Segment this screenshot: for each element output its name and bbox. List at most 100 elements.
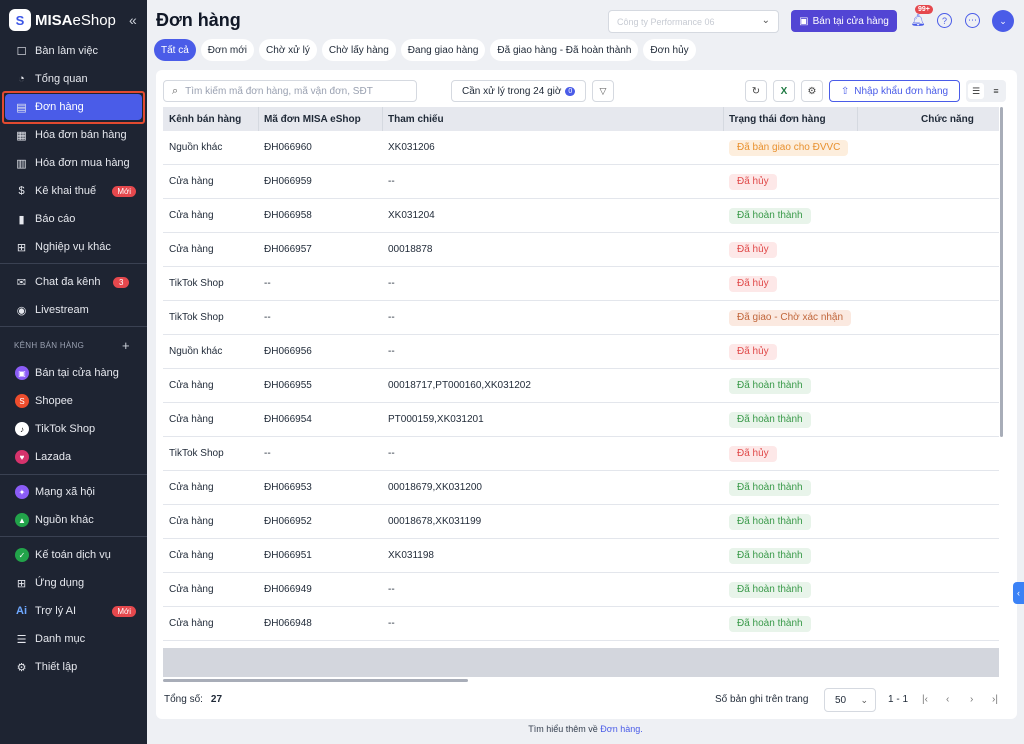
list-view-icon[interactable]: ≡ [993,86,999,96]
sidebar-item-bao-cao[interactable]: ▮ Báo cáo [5,206,142,232]
first-page-icon[interactable]: |‹ [922,694,928,705]
status-badge: Đã hoàn thành [729,513,811,530]
sidebar-item-don-hang[interactable]: ▤ Đơn hàng [5,94,142,120]
sidebar-item-ban-tai-cua-hang[interactable]: ▣ Bán tại cửa hàng [5,360,142,386]
row-ref: 00018878 [388,244,433,255]
row-code: ĐH066959 [264,176,312,187]
sidebar-item-danh-muc[interactable]: ☰ Danh mục [16,633,86,646]
header-ref[interactable]: Tham chiếu [388,113,444,125]
company-name: Công ty Performance 06 [617,16,715,27]
sidebar-item-nghiep-vu-khac[interactable]: ⊞ Nghiệp vụ khác [16,241,111,254]
sidebar-item-hoa-don-ban-hang[interactable]: ▦ Hóa đơn bán hàng [16,129,127,142]
sidebar-item-ke-khai-thue[interactable]: $ Kê khai thuế Mới [5,178,142,204]
table-row[interactable]: Cửa hàng ĐH066957 00018878 Đã hủy [163,233,999,267]
tab-da-giao-hang[interactable]: Đã giao hàng - Đã hoàn thành [490,39,639,61]
last-page-icon[interactable]: ›| [992,694,998,705]
header-code[interactable]: Mã đơn MISA eShop [264,113,361,125]
table-row[interactable]: Cửa hàng ĐH066951 XK031198 Đã hoàn thành [163,539,999,573]
vertical-scrollbar[interactable] [1000,107,1003,437]
filter-icon[interactable]: ▽ [592,80,614,102]
search-input[interactable]: ⌕ Tìm kiếm mã đơn hàng, mã vận đơn, SĐT [163,80,417,102]
table-row[interactable]: Cửa hàng ĐH066959 -- Đã hủy [163,165,999,199]
logo-mark-icon: S [9,9,31,31]
add-channel-icon[interactable]: + [122,338,130,353]
status-badge: Đã hoàn thành [729,207,811,224]
horizontal-scrollbar[interactable] [163,679,468,682]
sidebar-item-shopee[interactable]: S Shopee [5,388,142,414]
header-channel[interactable]: Kênh bán hàng [169,113,242,125]
accounting-icon: ✓ [15,548,29,562]
logo[interactable]: S MISAeShop [0,0,147,40]
table-row[interactable]: TikTok Shop -- -- Đã giao - Chờ xác nhận [163,301,999,335]
table-row[interactable]: TikTok Shop -- -- Đã hủy [163,437,999,471]
import-orders-button[interactable]: ⇧ Nhập khẩu đơn hàng [829,80,960,102]
table-row[interactable]: Cửa hàng ĐH066954 PT000159,XK031201 Đã hoàn… [163,403,999,437]
tab-dang-giao-hang[interactable]: Đang giao hàng [400,39,486,61]
help-icon[interactable]: ? [937,13,952,28]
table-row[interactable]: TikTok Shop -- -- Đã hủy [163,267,999,301]
next-page-icon[interactable]: › [970,694,974,705]
sidebar-item-lazada[interactable]: ♥ Lazada [5,444,142,470]
user-menu-chevron-icon[interactable]: ⌄ [992,10,1014,32]
per-page-select[interactable]: 50 ⌄ [824,688,876,712]
sidebar-item-chat-da-kenh[interactable]: ✉ Chat đa kênh 3 [5,269,142,295]
shopee-icon: S [15,394,29,408]
sidebar-item-nguon-khac[interactable]: ▲ Nguồn khác [5,507,142,533]
sell-at-store-button[interactable]: ▣ Bán tại cửa hàng [791,10,897,32]
sidebar-item-tong-quan[interactable]: ◔ Tổng quan [5,66,142,92]
upload-icon: ⇧ [840,85,850,97]
sidebar-divider [0,326,147,327]
prev-page-icon[interactable]: ‹ [946,694,950,705]
sidebar: S MISAeShop « ☐ Bàn làm việc ◔ Tổng quan ▤… [0,0,147,744]
tab-cho-lay-hang[interactable]: Chờ lấy hàng [321,39,396,61]
more-icon[interactable]: ⋯ [965,13,980,28]
pending-24h-button[interactable]: Cần xử lý trong 24 giờ 0 [451,80,586,102]
grid-icon: ⊞ [16,577,27,590]
tab-don-moi[interactable]: Đơn mới [200,39,255,61]
tab-cho-xu-ly[interactable]: Chờ xử lý [259,39,317,61]
row-channel: Cửa hàng [169,380,214,391]
tab-tat-ca[interactable]: Tất cả [154,39,196,61]
settings-columns-icon[interactable]: ⚙ [801,80,823,102]
table-row[interactable]: Nguồn khác ĐH066960 XK031206 Đã bàn giao ch… [163,131,999,165]
row-channel: Cửa hàng [169,516,214,527]
sidebar-item-ke-toan-dich-vu[interactable]: ✓ Kế toán dịch vụ [5,542,142,568]
table-row[interactable]: Cửa hàng ĐH066949 -- Đã hoàn thành [163,573,999,607]
table-row[interactable]: Nguồn khác ĐH066956 -- Đã hủy [163,335,999,369]
table-row[interactable]: Cửa hàng ĐH066958 XK031204 Đã hoàn thành [163,199,999,233]
column-divider [723,107,724,131]
table-row[interactable]: Cửa hàng ĐH066948 -- Đã hoàn thành [163,607,999,641]
table-row[interactable]: Cửa hàng ĐH066955 00018717,PT000160,XK0312… [163,369,999,403]
header-status[interactable]: Trạng thái đơn hàng [729,113,826,125]
bell-icon[interactable]: 🔔︎ [910,13,926,27]
row-code: ĐH066960 [264,142,312,153]
sidebar-item-livestream[interactable]: ◉ Livestream [16,304,89,317]
status-badge: Đã hoàn thành [729,615,811,632]
status-badge: Đã giao - Chờ xác nhận [729,309,852,326]
row-channel: Cửa hàng [169,414,214,425]
sidebar-item-thiet-lap[interactable]: ⚙ Thiết lập [16,661,78,674]
row-code: ĐH066949 [264,584,312,595]
sidebar-item-tro-ly-ai[interactable]: Ai Trợ lý AI Mới [5,598,142,624]
tab-don-huy[interactable]: Đơn hủy [643,39,696,61]
row-code: ĐH066948 [264,618,312,629]
store-icon: ▣ [799,15,809,27]
table-view-icon[interactable]: ☰ [968,83,984,99]
sidebar-item-ban-lam-viec[interactable]: ☐ Bàn làm việc [16,45,98,58]
table-row[interactable]: Cửa hàng ĐH066953 00018679,XK031200 Đã hoàn… [163,471,999,505]
header-actions: Chức năng [921,113,974,125]
row-channel: Cửa hàng [169,550,214,561]
sidebar-item-ung-dung[interactable]: ⊞ Ứng dụng [16,577,85,590]
sidebar-item-hoa-don-mua-hang[interactable]: ▥ Hóa đơn mua hàng [16,157,130,170]
sidebar-item-mang-xa-hoi[interactable]: ✦ Mạng xã hội [5,479,142,505]
excel-export-icon[interactable]: X [773,80,795,102]
side-panel-toggle-icon[interactable]: ‹ [1013,582,1024,604]
row-code: -- [264,278,271,289]
double-chevron-left-icon[interactable]: « [129,12,137,28]
view-toggle: ☰ ≡ [966,80,1006,102]
company-select[interactable]: Công ty Performance 06 ⌄ [608,10,779,33]
refresh-icon[interactable]: ↻ [745,80,767,102]
table-row[interactable]: Cửa hàng ĐH066952 00018678,XK031199 Đã hoàn… [163,505,999,539]
sidebar-item-tiktok-shop[interactable]: ♪ TikTok Shop [5,416,142,442]
learn-more-link[interactable]: Đơn hàng. [600,724,643,734]
